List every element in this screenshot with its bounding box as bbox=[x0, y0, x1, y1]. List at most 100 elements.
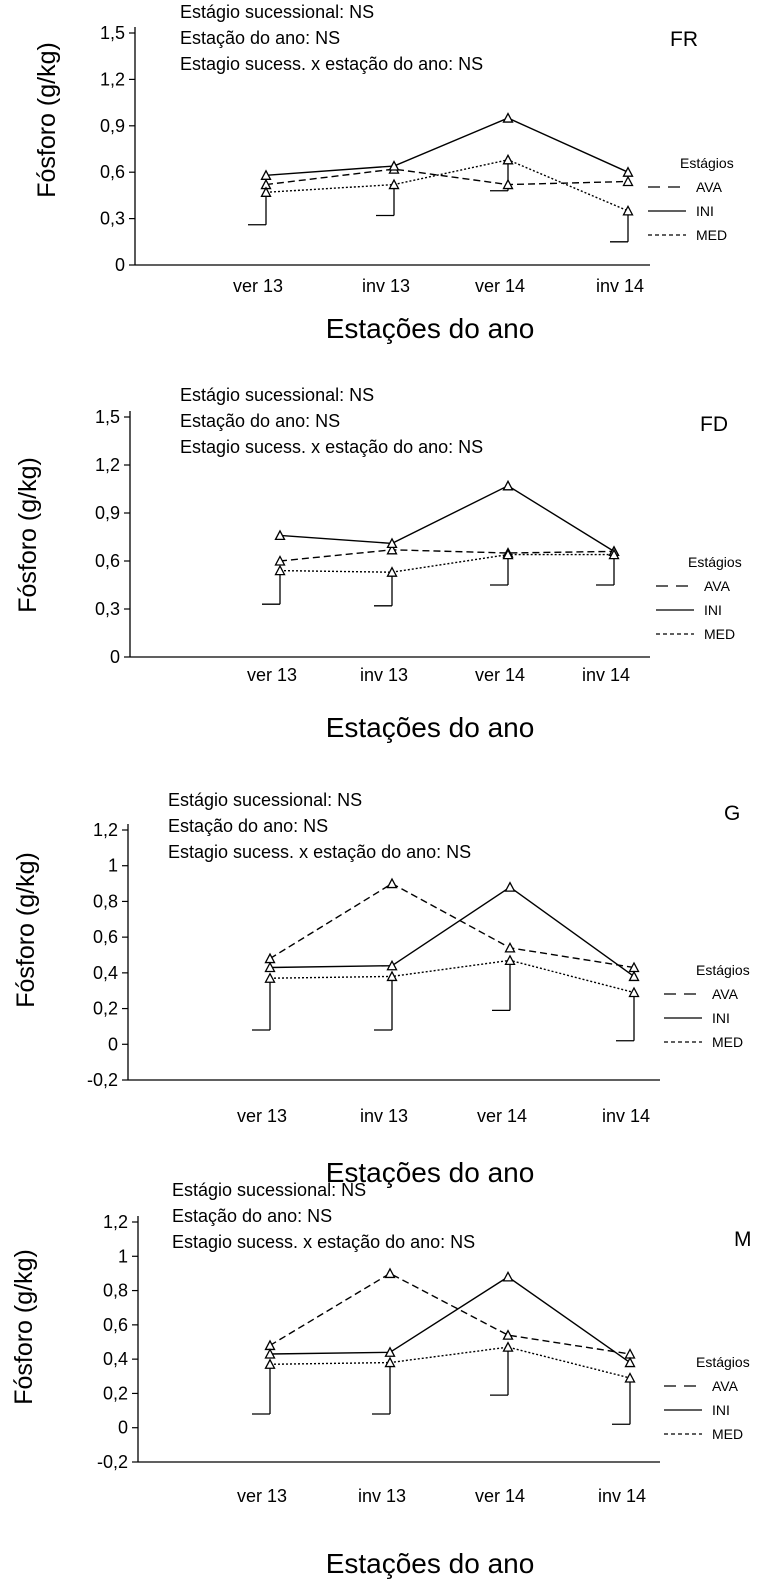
y-axis-label: Fósforo (g/kg) bbox=[10, 1249, 38, 1405]
stat-line: Estação do ano: NS bbox=[172, 1206, 332, 1226]
y-tick-label: 0,6 bbox=[100, 162, 125, 182]
series-line-ini bbox=[265, 117, 629, 176]
legend-label-ini: INI bbox=[712, 1402, 730, 1418]
data-point-ini bbox=[502, 1270, 514, 1282]
data-point-ini bbox=[264, 1348, 276, 1359]
x-axis-label: Estações do ano bbox=[326, 1157, 535, 1188]
y-tick-label: 0,8 bbox=[93, 891, 118, 911]
data-point-med bbox=[386, 566, 398, 577]
y-tick-label: 0,9 bbox=[95, 503, 120, 523]
x-tick-label: inv 14 bbox=[582, 665, 630, 685]
stat-line: Estagio sucess. x estação do ano: NS bbox=[172, 1232, 475, 1252]
y-tick-label: 0,6 bbox=[103, 1315, 128, 1335]
data-point-ini bbox=[388, 160, 400, 171]
legend-title: Estágios bbox=[688, 554, 742, 570]
legend-label-med: MED bbox=[712, 1426, 743, 1442]
legend-title: Estágios bbox=[680, 155, 734, 171]
data-point-ini bbox=[628, 970, 640, 982]
y-tick-label: 0,3 bbox=[100, 209, 125, 229]
data-point-med bbox=[502, 548, 514, 560]
data-point-ava bbox=[386, 543, 398, 555]
series-line-med bbox=[279, 553, 614, 573]
x-tick-label: inv 14 bbox=[598, 1486, 646, 1506]
stat-line: Estágio sucessional: NS bbox=[172, 1180, 366, 1200]
x-tick-label: ver 14 bbox=[475, 665, 525, 685]
x-tick-label: inv 13 bbox=[358, 1486, 406, 1506]
data-point-ini bbox=[264, 961, 276, 973]
series-line-ava bbox=[269, 1272, 631, 1355]
data-point-ini bbox=[502, 112, 514, 123]
series-line-med bbox=[265, 159, 629, 212]
y-tick-label: 1,2 bbox=[103, 1212, 128, 1232]
chart-panel-g: -0,2 0 0,2 0,4 0,6 0,8 1 1,2 ver 13 inv 13 ver 14 i… bbox=[0, 790, 773, 1188]
data-point-ava bbox=[264, 952, 276, 964]
chart-m: -0,2 0 0,2 0,4 0,6 0,8 1 1,2 ver 13 inv 13 ver 14 i… bbox=[10, 1180, 752, 1579]
data-point-med bbox=[384, 1356, 396, 1368]
x-tick-label: ver 13 bbox=[247, 665, 297, 685]
data-point-med bbox=[502, 1341, 514, 1352]
series-line-ava bbox=[265, 168, 629, 186]
chart-panel-m: -0,2 0 0,2 0,4 0,6 0,8 1 1,2 ver 13 inv 13 ver 14 i… bbox=[0, 1180, 773, 1579]
legend-label-med: MED bbox=[712, 1034, 743, 1050]
series-line-ava bbox=[279, 549, 615, 562]
y-tick-label: 1,2 bbox=[100, 69, 125, 89]
stat-line: Estagio sucess. x estação do ano: NS bbox=[180, 54, 483, 74]
data-point-med bbox=[622, 204, 634, 216]
stat-line: Estágio sucessional: NS bbox=[180, 385, 374, 405]
chart-g: -0,2 0 0,2 0,4 0,6 0,8 1 1,2 ver 13 inv 13 ver 14 i… bbox=[12, 790, 750, 1188]
data-point-ini bbox=[386, 537, 398, 549]
y-tick-label: 0,8 bbox=[103, 1281, 128, 1301]
data-point-med bbox=[504, 954, 516, 966]
y-tick-label: 0,4 bbox=[93, 963, 118, 983]
x-tick-label: inv 13 bbox=[360, 665, 408, 685]
data-point-med bbox=[608, 548, 620, 560]
y-tick-label: 0,2 bbox=[93, 999, 118, 1019]
data-point-ini bbox=[384, 1346, 396, 1357]
chart-fr: 0 0,3 0,6 0,9 1,2 1,5 ver 13 inv 13 ver 14 inv 14… bbox=[33, 2, 734, 344]
stat-line: Estagio sucess. x estação do ano: NS bbox=[168, 842, 471, 862]
y-axis-label: Fósforo (g/kg) bbox=[14, 457, 42, 613]
stat-line: Estágio sucessional: NS bbox=[180, 2, 374, 22]
chart-panel-fd: 0 0,3 0,6 0,9 1,2 1,5 ver 13 inv 13 ver 14 inv 14… bbox=[0, 385, 773, 775]
legend-label-ava: AVA bbox=[712, 986, 739, 1002]
panel-letter: FR bbox=[670, 28, 698, 51]
y-tick-label: -0,2 bbox=[97, 1452, 128, 1472]
y-tick-label: -0,2 bbox=[87, 1070, 118, 1090]
data-point-ini bbox=[504, 881, 516, 892]
series-line-med bbox=[269, 1346, 631, 1379]
x-tick-label: ver 13 bbox=[237, 1106, 287, 1126]
x-tick-label: ver 13 bbox=[237, 1486, 287, 1506]
x-tick-label: inv 13 bbox=[362, 276, 410, 296]
y-tick-label: 0 bbox=[110, 647, 120, 667]
y-tick-label: 0,2 bbox=[103, 1383, 128, 1403]
legend-label-ini: INI bbox=[704, 602, 722, 618]
data-point-ava bbox=[384, 1267, 396, 1279]
chart-panel-fr: 0 0,3 0,6 0,9 1,2 1,5 ver 13 inv 13 ver 14 inv 14… bbox=[0, 0, 773, 390]
legend-label-ava: AVA bbox=[712, 1378, 739, 1394]
data-point-ini bbox=[624, 1356, 636, 1368]
data-point-ava bbox=[622, 175, 634, 187]
x-axis-label: Estações do ano bbox=[326, 712, 535, 743]
data-point-med bbox=[628, 986, 640, 998]
x-tick-label: inv 14 bbox=[602, 1106, 650, 1126]
legend-label-ini: INI bbox=[712, 1010, 730, 1026]
y-axis-label: Fósforo (g/kg) bbox=[33, 42, 61, 198]
legend-title: Estágios bbox=[696, 1354, 750, 1370]
legend-label-ini: INI bbox=[696, 203, 714, 219]
series-line-ini bbox=[269, 886, 635, 977]
stat-line: Estagio sucess. x estação do ano: NS bbox=[180, 437, 483, 457]
y-tick-label: 0 bbox=[118, 1418, 128, 1438]
y-tick-label: 1,2 bbox=[93, 820, 118, 840]
series-line-ini bbox=[279, 484, 615, 552]
data-point-ini bbox=[386, 959, 398, 971]
data-point-med bbox=[264, 972, 276, 983]
panel-letter: M bbox=[734, 1228, 752, 1251]
legend-label-med: MED bbox=[696, 227, 727, 243]
data-point-ini bbox=[274, 529, 286, 541]
data-point-med bbox=[386, 970, 398, 982]
legend-label-med: MED bbox=[704, 626, 735, 642]
x-tick-label: ver 14 bbox=[475, 1486, 525, 1506]
stat-line: Estação do ano: NS bbox=[180, 411, 340, 431]
x-axis-label: Estações do ano bbox=[326, 313, 535, 344]
data-point-med bbox=[264, 1358, 276, 1369]
